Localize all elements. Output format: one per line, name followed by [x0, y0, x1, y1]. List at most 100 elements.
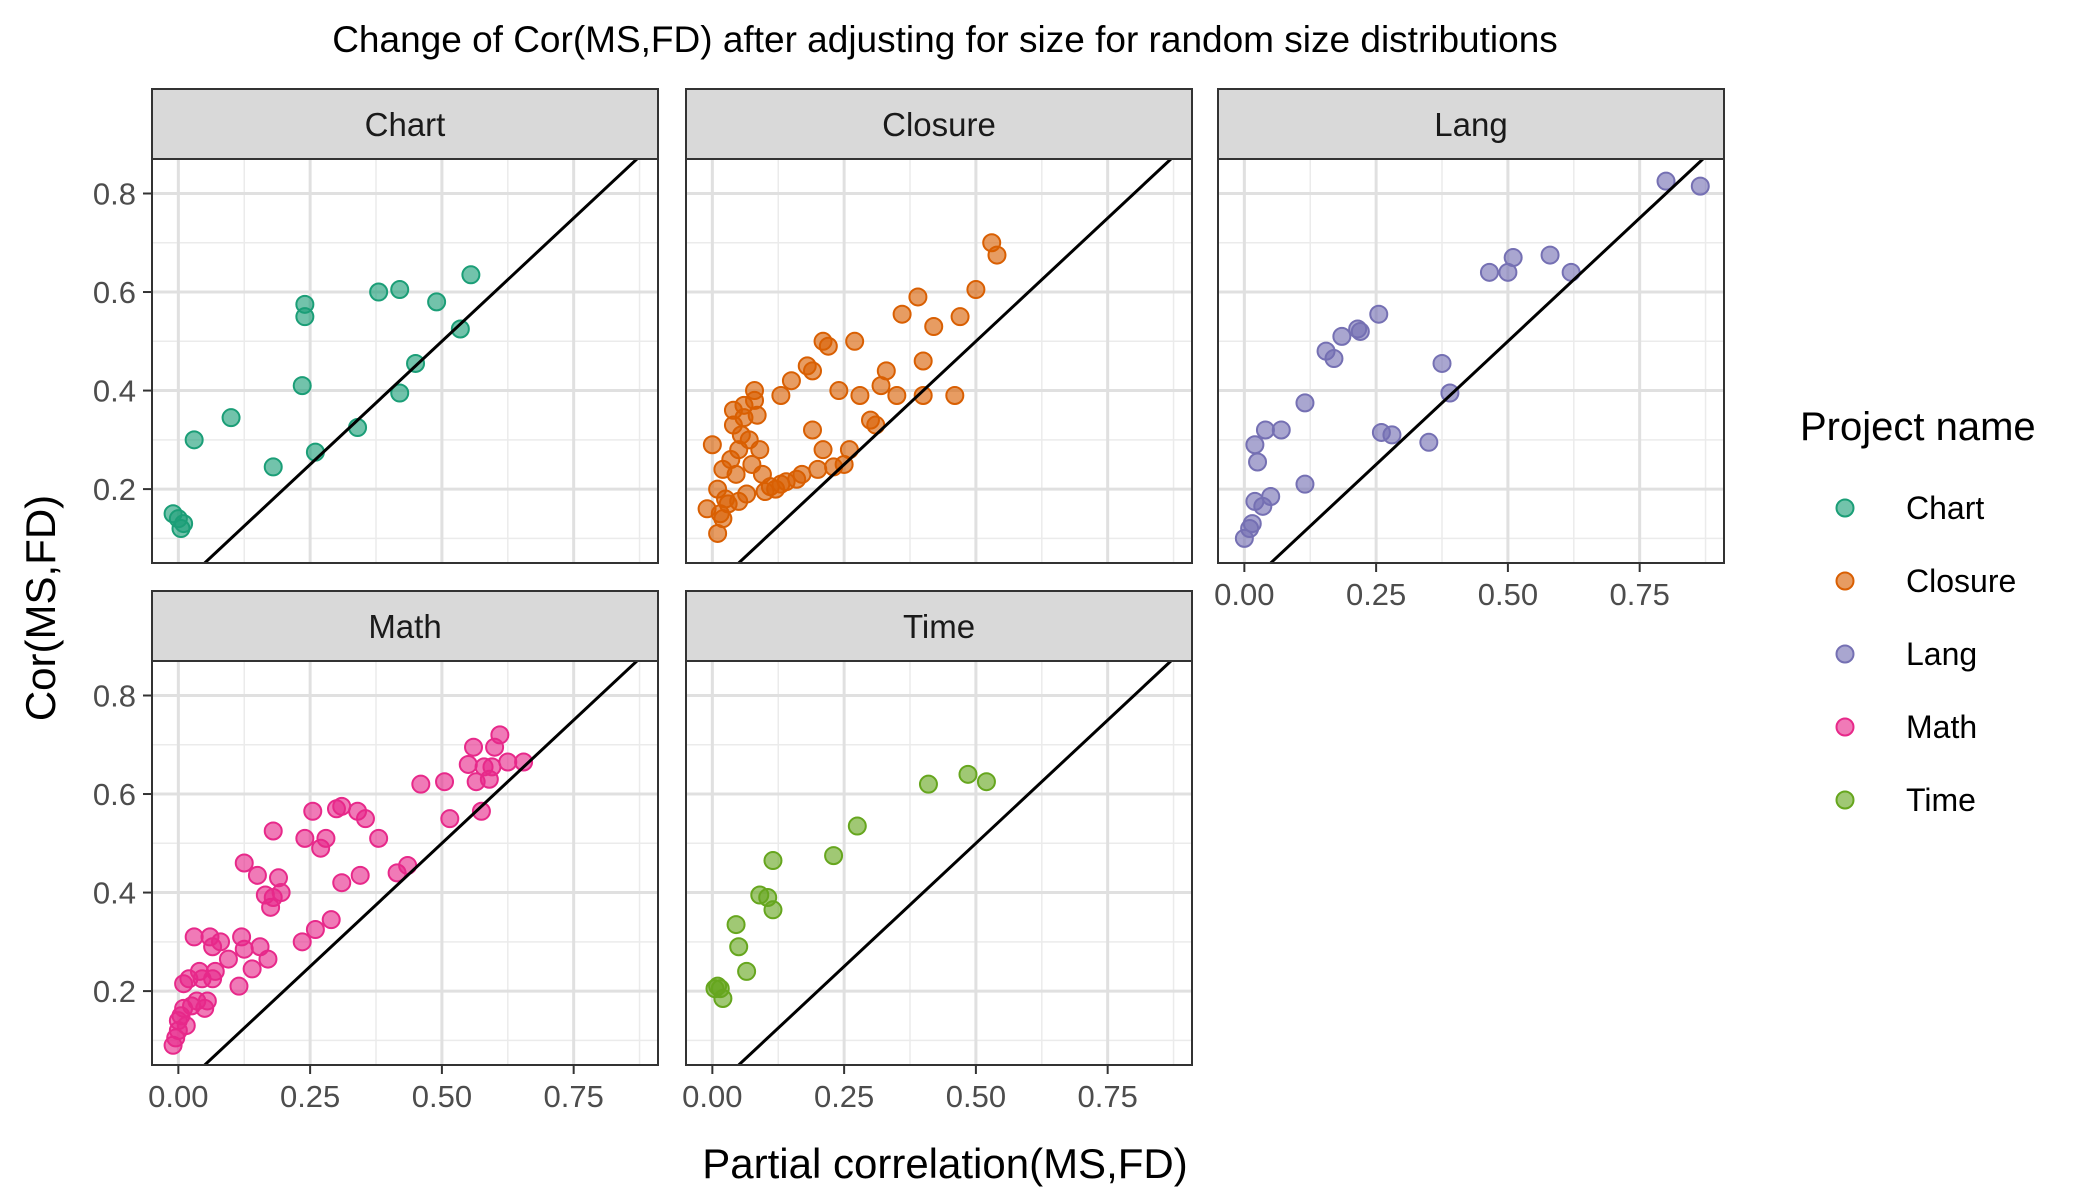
x-tick-label: 0.75	[543, 1079, 603, 1114]
panel-time: Time 0.00 0.25 0.50 0.75	[682, 590, 1193, 1114]
data-point-math	[464, 737, 484, 757]
data-point-lang	[1332, 326, 1352, 346]
x-tick-label: 0.75	[1077, 1079, 1137, 1114]
data-point-math	[321, 910, 341, 930]
panel-border-time	[685, 660, 1193, 1066]
data-point-closure	[913, 385, 933, 405]
data-point-lang	[1369, 304, 1389, 324]
data-point-math	[440, 809, 460, 829]
data-point-lang	[1432, 353, 1452, 373]
strip-label-math: Math	[368, 608, 441, 645]
data-point-closure	[908, 287, 928, 307]
data-point-math	[176, 1016, 196, 1036]
identity-line-chart	[203, 159, 638, 563]
data-point-closure	[702, 435, 722, 455]
data-point-math	[197, 991, 217, 1011]
x-tick-label: 0.25	[814, 1079, 874, 1114]
data-point-chart	[295, 307, 315, 327]
strip-label-chart: Chart	[365, 106, 446, 143]
chart-title: Change of Cor(MS,FD) after adjusting for…	[332, 19, 1558, 60]
data-point-math	[234, 939, 254, 959]
data-point-chart	[184, 430, 204, 450]
legend: Project name Chart Closure Lang Math Time	[1800, 405, 2036, 818]
data-point-lang	[1242, 514, 1262, 534]
data-point-chart	[450, 319, 470, 339]
y-tick-label: 0.4	[93, 876, 136, 911]
data-point-lang	[1295, 393, 1315, 413]
data-point-lang	[1271, 420, 1291, 440]
panel-math: Math 0.2 0.4 0.6 0.8 0.00 0.25 0.50 0.75	[93, 590, 659, 1114]
plot-area-time	[686, 661, 1192, 1065]
strip-chart	[151, 88, 659, 160]
y-tick-label: 0.6	[93, 275, 136, 310]
plot-area-lang	[1218, 159, 1724, 563]
data-point-math	[435, 772, 455, 792]
data-point-time	[726, 915, 746, 935]
panel-lang: Lang 0.00 0.25 0.50 0.75	[1214, 88, 1725, 612]
y-tick-label: 0.4	[93, 374, 136, 409]
plot-area-closure	[686, 159, 1192, 563]
x-tick-label: 0.50	[1478, 577, 1538, 612]
data-point-lang	[1255, 420, 1275, 440]
data-point-lang	[1690, 176, 1710, 196]
data-point-lang	[1245, 435, 1265, 455]
data-point-time	[976, 772, 996, 792]
legend-key-chart	[1835, 498, 1855, 518]
data-point-math	[184, 927, 204, 947]
data-point-chart	[369, 282, 389, 302]
x-tick-label: 0.00	[148, 1079, 208, 1114]
y-tick-label: 0.6	[93, 777, 136, 812]
legend-key-math	[1835, 717, 1855, 737]
gridlines-time	[686, 661, 1192, 1065]
data-point-math	[305, 920, 325, 940]
x-tick-label: 0.25	[280, 1079, 340, 1114]
legend-key-closure	[1835, 571, 1855, 591]
strip-closure	[685, 88, 1193, 160]
data-point-lang	[1261, 486, 1281, 506]
y-tick-label: 0.2	[93, 974, 136, 1009]
panel-chart: Chart 0.2 0.4 0.6 0.8	[93, 88, 659, 564]
data-point-chart	[174, 514, 194, 534]
data-point-math	[482, 757, 502, 777]
data-point-closure	[771, 385, 791, 405]
panel-border-chart	[151, 158, 659, 564]
data-point-math	[229, 976, 249, 996]
points-chart	[163, 265, 481, 539]
legend-label-time: Time	[1906, 782, 1976, 818]
x-axis-title: Partial correlation(MS,FD)	[702, 1140, 1187, 1187]
data-point-closure	[747, 405, 767, 425]
data-point-math	[247, 865, 267, 885]
data-point-math	[471, 801, 491, 821]
data-point-math	[411, 774, 431, 794]
legend-label-chart: Chart	[1906, 490, 1984, 526]
data-point-closure	[808, 459, 828, 479]
data-point-chart	[406, 353, 426, 373]
points-lang	[1234, 171, 1710, 548]
points-time	[705, 764, 996, 1008]
data-point-chart	[461, 265, 481, 285]
x-tick-label: 0.00	[682, 1079, 742, 1114]
data-point-time	[847, 816, 867, 836]
data-point-math	[332, 873, 352, 893]
strip-time	[685, 590, 1193, 662]
x-tick-label: 0.25	[1346, 577, 1406, 612]
legend-label-lang: Lang	[1906, 636, 1977, 672]
plot-area-chart	[152, 159, 658, 563]
gridlines-closure	[686, 159, 1192, 563]
data-point-chart	[390, 280, 410, 300]
data-point-closure	[876, 361, 896, 381]
data-point-closure	[913, 351, 933, 371]
data-point-closure	[987, 245, 1007, 265]
data-point-time	[713, 988, 733, 1008]
data-point-closure	[845, 331, 865, 351]
data-point-lang	[1295, 474, 1315, 494]
data-point-math	[295, 828, 315, 848]
data-point-lang	[1382, 425, 1402, 445]
data-point-lang	[1248, 452, 1268, 472]
data-point-lang	[1440, 383, 1460, 403]
data-point-math	[211, 932, 231, 952]
points-math	[163, 725, 534, 1055]
data-point-time	[958, 764, 978, 784]
legend-key-lang	[1835, 644, 1855, 664]
